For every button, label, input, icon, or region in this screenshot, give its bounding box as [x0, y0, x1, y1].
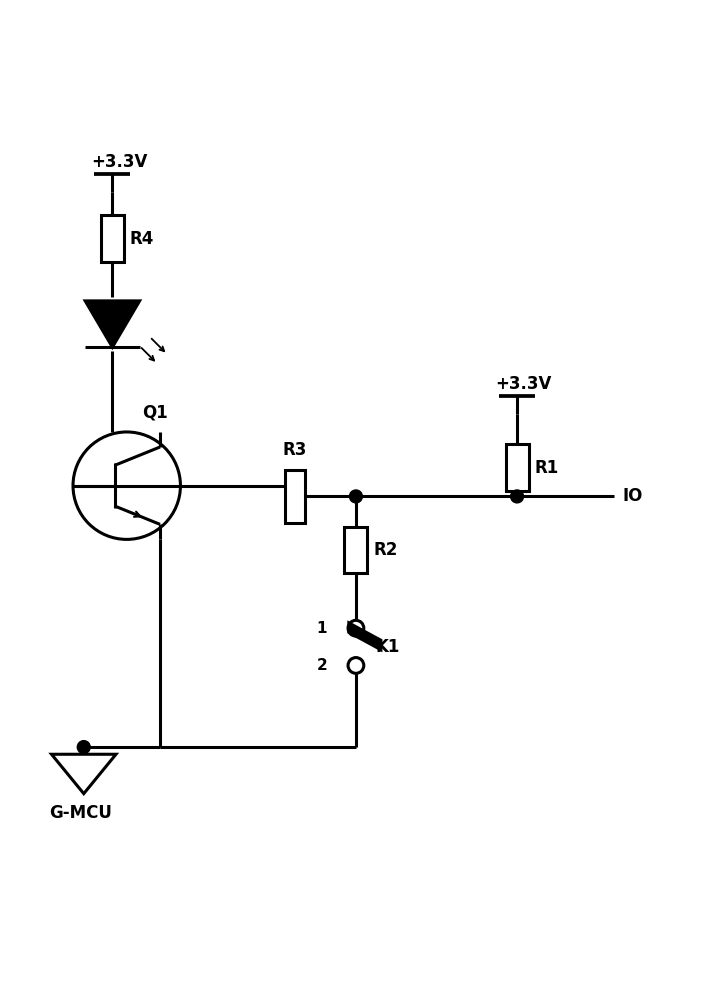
Text: R3: R3 — [283, 441, 307, 459]
Circle shape — [73, 432, 180, 539]
Circle shape — [348, 658, 364, 673]
Text: +3.3V: +3.3V — [495, 375, 552, 393]
Text: IO: IO — [623, 487, 643, 505]
Text: R2: R2 — [373, 541, 398, 559]
Circle shape — [349, 490, 362, 503]
Text: K1: K1 — [376, 638, 400, 656]
Polygon shape — [52, 754, 116, 794]
Text: 2: 2 — [316, 658, 327, 673]
Bar — [285, 470, 305, 523]
Text: +3.3V: +3.3V — [91, 153, 147, 171]
Bar — [505, 444, 528, 491]
Text: R1: R1 — [534, 459, 559, 477]
Circle shape — [510, 490, 523, 503]
Polygon shape — [85, 301, 139, 347]
Polygon shape — [347, 620, 383, 652]
Text: G-MCU: G-MCU — [49, 804, 111, 822]
Text: Q1: Q1 — [142, 403, 168, 421]
Circle shape — [348, 620, 364, 636]
Text: R4: R4 — [129, 230, 154, 248]
Circle shape — [78, 741, 90, 754]
Bar — [344, 527, 367, 573]
Text: 1: 1 — [317, 621, 327, 636]
Bar — [101, 215, 124, 262]
